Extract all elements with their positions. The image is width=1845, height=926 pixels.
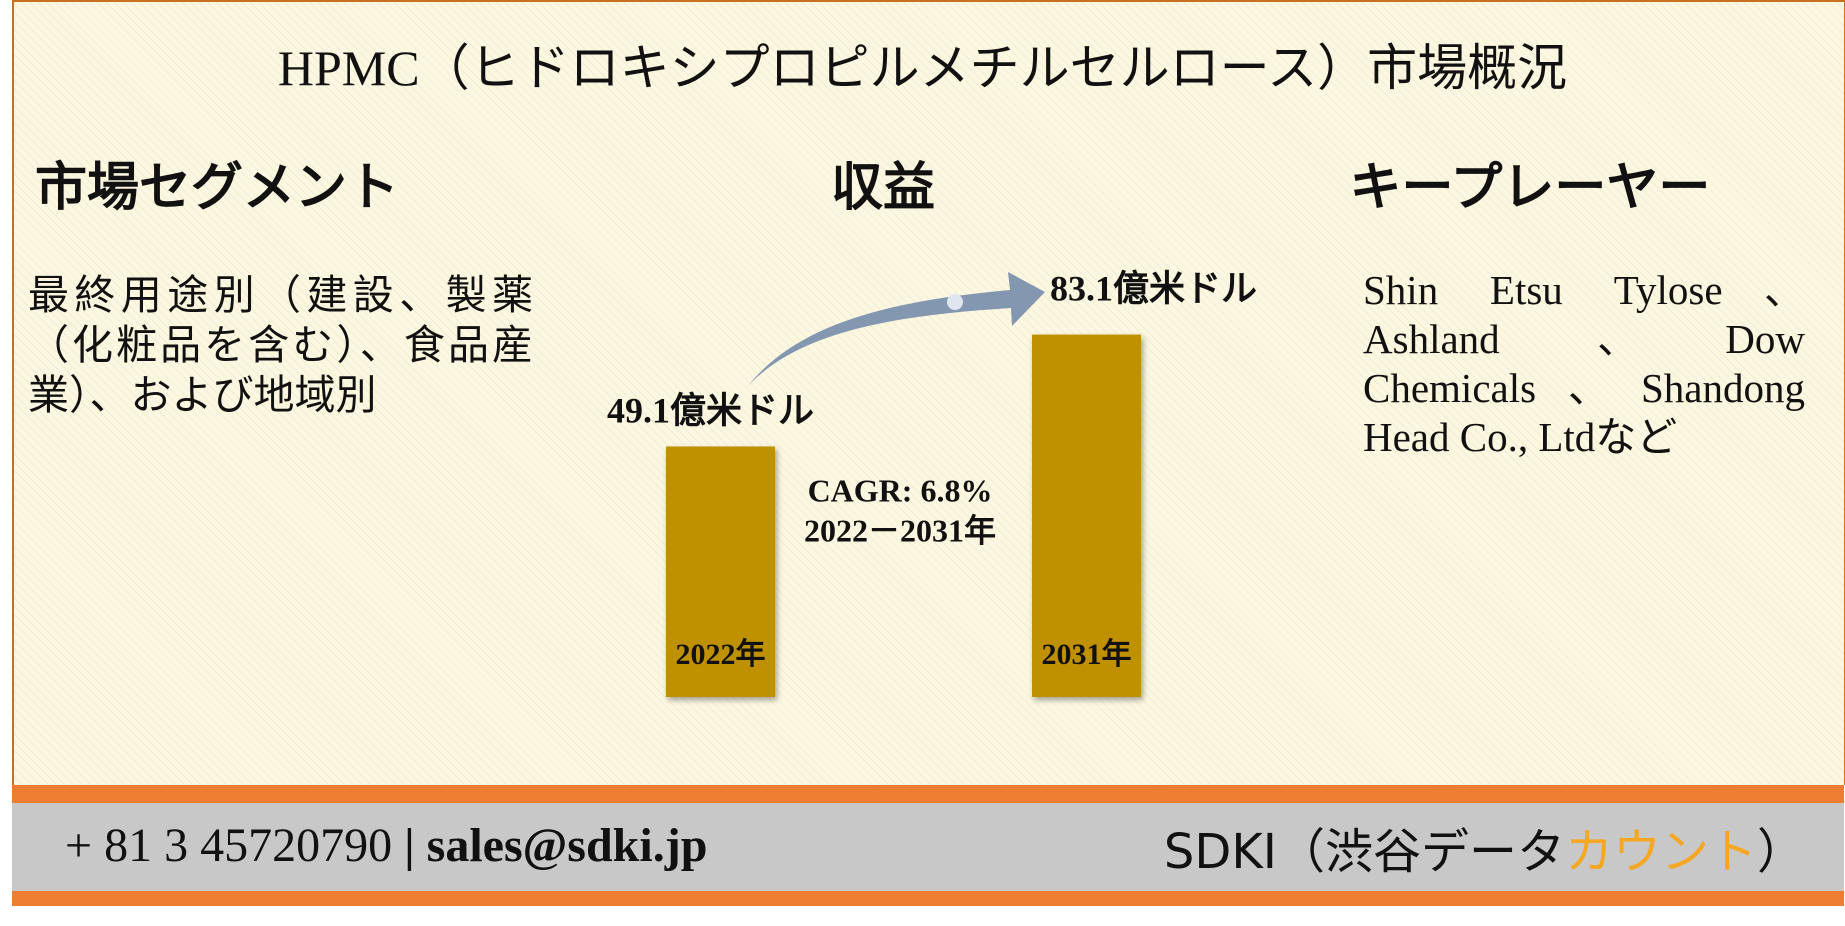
brand: SDKI（渋谷データカウント） (1164, 812, 1805, 882)
cagr: CAGR: 6.8% (808, 472, 993, 508)
year-label: 2031年 (1042, 638, 1132, 671)
bar (1032, 334, 1141, 697)
segment-text: 最終用途別（建設、製薬（化粧品を含む）、食品産業）、および地域別 (28, 272, 533, 418)
value-label: 49.1億米ドル (607, 391, 814, 431)
year-label: 2022年 (676, 638, 766, 671)
segment-heading: 市場セグメント (35, 160, 400, 217)
brand-text: SDKI（渋谷データ (1163, 824, 1565, 880)
arrow-dot (947, 294, 963, 310)
period: 2022－2031年 (804, 512, 996, 548)
panel (12, 0, 1845, 785)
players-heading: キープレーヤー (1349, 160, 1711, 217)
email: sales@sdki.jp (426, 819, 708, 872)
contact: + 81 3 45720790 | sales@sdki.jp (65, 818, 707, 873)
footer (12, 803, 1844, 891)
growth-arrow (748, 272, 1045, 386)
separator: | (404, 819, 415, 872)
title: HPMC（ヒドロキシプロピルメチルセルロース）市場概況 (277, 40, 1568, 96)
footer-band (12, 891, 1844, 906)
players-text: Shin Etsu Tylose、Ashland 、Dow Chemicals、… (1363, 267, 1805, 460)
revenue-heading: 収益 (830, 160, 935, 217)
footer-band (12, 785, 1844, 803)
bar (666, 446, 775, 697)
brand-text: ） (1756, 824, 1805, 880)
brand-text: カウント (1564, 824, 1757, 880)
phone: + 81 3 45720790 (65, 819, 393, 872)
value-label: 83.1億米ドル (1050, 268, 1257, 308)
